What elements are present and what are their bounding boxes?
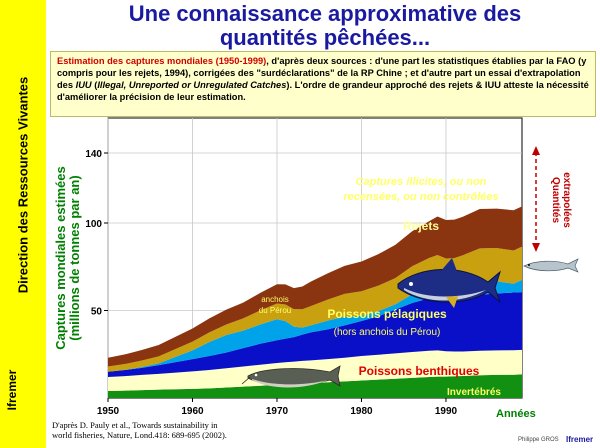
- area-series-0: [108, 374, 522, 398]
- extrapolated-arrow: [532, 146, 540, 252]
- area-series-2: [108, 292, 522, 377]
- source-credit: D'après D. Pauly et al., Towards sustain…: [52, 420, 227, 440]
- extrapolated-label-line-2: extrapolées: [561, 172, 572, 228]
- x-tick-label-1960: 1960: [181, 406, 204, 417]
- source-credit-line-2: world fisheries, Nature, Lond.418: 689-6…: [52, 430, 227, 440]
- tuna-fish-icon: [397, 258, 502, 308]
- anchois-label-line-1: anchois: [261, 295, 289, 304]
- rejets-label: Rejets: [403, 219, 439, 233]
- y-axis-label: Captures mondiales estimées (millions de…: [53, 166, 82, 350]
- title-line-1: Une connaissance approximative des: [128, 1, 522, 26]
- pelagic-label-line-1: Poissons pélagiques: [327, 307, 447, 321]
- info-text-4: (: [91, 80, 98, 90]
- page-title: Une connaissance approximative des quant…: [50, 2, 600, 50]
- x-axis-ticks: 1950 1960 1970 1980 1990: [97, 398, 458, 417]
- benthic-label: Poissons benthiques: [359, 364, 480, 378]
- pelagic-label-line-2: (hors anchois du Pérou): [334, 327, 441, 338]
- extrapolated-label-line-1: Quantités: [550, 177, 561, 224]
- x-tick-label-1990: 1990: [435, 406, 458, 417]
- x-tick-label-1970: 1970: [266, 406, 289, 417]
- sidebar: Direction des Ressources Vivantes Ifreme…: [0, 0, 46, 448]
- area-series-5: [108, 206, 522, 367]
- x-axis-label: Années: [496, 408, 536, 420]
- y-tick-label-50: 50: [91, 307, 103, 318]
- iuu-label-line-2: recensées, ou non contrôlées: [343, 191, 498, 203]
- anchois-label-line-2: du Pérou: [259, 306, 291, 315]
- x-tick-label-1980: 1980: [350, 406, 373, 417]
- y-tick-label-140: 140: [85, 149, 102, 160]
- iuu-label-line-1: Captures illicites, ou non: [356, 176, 487, 188]
- extrapolated-label: Quantités extrapolées: [550, 172, 572, 228]
- y-axis-ticks: 50 100 140: [85, 149, 108, 318]
- info-text-6: ). L'ordre de grandeur approché des reje…: [57, 80, 589, 102]
- info-text-1: Estimation des captures mondiales (1950-…: [57, 56, 267, 66]
- info-text-2: , d'après deux sources : d'une part les …: [57, 56, 587, 90]
- title-line-2: quantités pêchées...: [219, 25, 431, 50]
- sardine-fish-icon: [523, 258, 579, 273]
- y-axis-label-line-2: (millions de tonnes par an): [67, 175, 82, 340]
- benthic-fish-icon: [241, 365, 341, 388]
- y-tick-label-100: 100: [85, 219, 102, 230]
- y-axis-label-line-1: Captures mondiales estimées: [53, 166, 68, 350]
- info-text-3: IUU: [75, 80, 92, 90]
- area-series-3: [108, 279, 522, 372]
- photo-credit: Philippe GROS: [518, 437, 559, 443]
- info-box: Estimation des captures mondiales (1950-…: [50, 51, 596, 117]
- source-credit-line-1: D'après D. Pauly et al., Towards sustain…: [52, 420, 218, 430]
- x-tick-label-1950: 1950: [97, 406, 120, 417]
- info-text-5: Illegal, Unreported or Unregulated Catch…: [97, 80, 287, 90]
- invert-label: Invertébrés: [447, 387, 501, 398]
- ifremer-brand: Ifremer: [566, 435, 594, 444]
